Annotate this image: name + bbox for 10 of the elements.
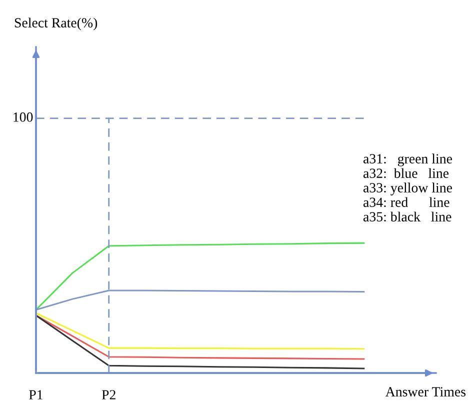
text: a35: black line: [363, 212, 452, 222]
x-tick-label: P2: [102, 390, 116, 400]
text: a31: green line: [363, 154, 452, 166]
x-axis-title: Answer Times: [385, 387, 466, 396]
text: a32: blue line: [363, 168, 449, 178]
text: Select Rate(%): [14, 18, 98, 30]
text: a33: yellow line: [363, 182, 452, 196]
text: a34: red line: [363, 197, 450, 208]
x-tick-label: P1: [29, 390, 42, 400]
annotation: 100: [14, 112, 33, 122]
